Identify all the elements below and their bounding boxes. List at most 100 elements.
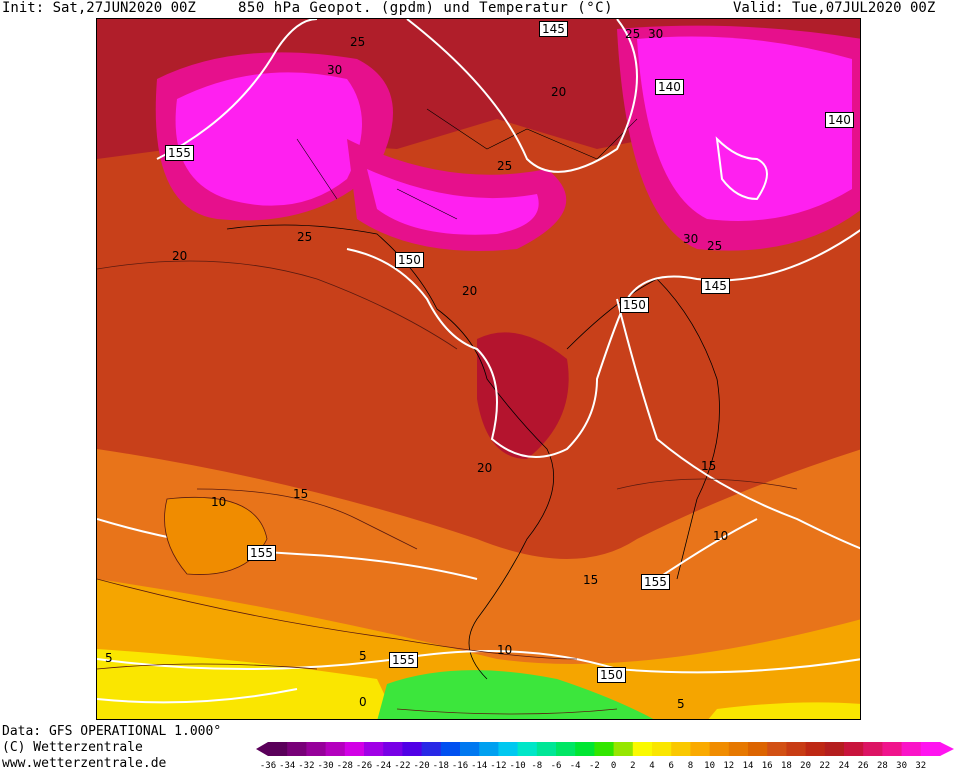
temperature-label: 5 bbox=[359, 649, 367, 663]
legend-tick-label: 6 bbox=[668, 761, 673, 770]
temperature-label: 25 bbox=[625, 27, 641, 41]
geopotential-label: 155 bbox=[247, 545, 276, 561]
legend-swatch bbox=[498, 742, 519, 756]
geopotential-label: 150 bbox=[395, 252, 424, 268]
legend-tick-label: 10 bbox=[704, 761, 715, 770]
legend-swatch bbox=[594, 742, 615, 756]
legend-tick-label: 24 bbox=[839, 761, 850, 770]
geopotential-label: 145 bbox=[539, 21, 568, 37]
legend-tick-label: -12 bbox=[490, 761, 506, 770]
legend-swatch bbox=[632, 742, 653, 756]
legend-tick-label: -22 bbox=[394, 761, 410, 770]
geopotential-contour-east bbox=[616, 298, 860, 550]
temperature-label: 30 bbox=[648, 27, 664, 41]
legend-swatch bbox=[690, 742, 711, 756]
valid-time: Valid: Tue,07JUL2020 00Z bbox=[733, 0, 936, 16]
legend-tick-label: -34 bbox=[279, 761, 295, 770]
legend-swatch bbox=[536, 742, 557, 756]
legend-tick-label: -4 bbox=[570, 761, 581, 770]
legend-swatch bbox=[805, 742, 826, 756]
legend-tick-label: -28 bbox=[337, 761, 353, 770]
temperature-label: 25 bbox=[707, 239, 723, 253]
legend-swatch bbox=[844, 742, 864, 756]
temperature-label: 30 bbox=[327, 63, 343, 77]
geopotential-label: 150 bbox=[620, 297, 649, 313]
legend-swatch bbox=[709, 742, 730, 756]
geopotential-label: 140 bbox=[825, 112, 854, 128]
legend-tick-label: 18 bbox=[781, 761, 792, 770]
legend-swatch bbox=[364, 742, 384, 756]
legend-swatch bbox=[882, 742, 903, 756]
legend-tick-label: 30 bbox=[896, 761, 907, 770]
temperature-label: 5 bbox=[105, 651, 113, 665]
legend-tick-label: 2 bbox=[630, 761, 635, 770]
data-source: Data: GFS OPERATIONAL 1.000° bbox=[2, 724, 222, 739]
temperature-label: 20 bbox=[551, 85, 567, 99]
temperature-label: 10 bbox=[497, 643, 513, 657]
legend-swatch bbox=[767, 742, 787, 756]
legend-swatch bbox=[383, 742, 403, 756]
geopotential-contour bbox=[156, 19, 318, 160]
legend-tick-label: -24 bbox=[375, 761, 391, 770]
temperature-label: 15 bbox=[701, 459, 717, 473]
temp-field-cold-east bbox=[708, 702, 860, 719]
temperature-label: 15 bbox=[583, 573, 599, 587]
geopotential-label: 145 bbox=[701, 278, 730, 294]
legend-tick-label: -18 bbox=[433, 761, 449, 770]
legend-swatch bbox=[671, 742, 691, 756]
temperature-label: 10 bbox=[713, 529, 729, 543]
hot-core-east-inner bbox=[637, 36, 852, 221]
legend-swatch bbox=[613, 742, 634, 756]
legend-arrow-low bbox=[256, 742, 268, 756]
legend-tick-label: -8 bbox=[531, 761, 542, 770]
geopotential-label: 150 bbox=[597, 667, 626, 683]
hot-core-west-inner bbox=[175, 72, 362, 206]
map-canvas bbox=[97, 19, 860, 719]
legend-arrow-high bbox=[940, 742, 954, 756]
legend-tick-label: 22 bbox=[819, 761, 830, 770]
temperature-label: 30 bbox=[683, 232, 699, 246]
legend-tick-label: -30 bbox=[317, 761, 333, 770]
temperature-label: 20 bbox=[462, 284, 478, 298]
geopotential-contour-145 bbox=[406, 19, 638, 173]
legend-tick-label: -6 bbox=[551, 761, 562, 770]
geopotential-label: 155 bbox=[389, 652, 418, 668]
legend-tick-label: 8 bbox=[688, 761, 693, 770]
geopotential-contour-low bbox=[715, 136, 768, 201]
legend-swatch bbox=[344, 742, 365, 756]
legend-swatch bbox=[287, 742, 307, 756]
legend-tick-label: 32 bbox=[915, 761, 926, 770]
legend-tick-label: 14 bbox=[743, 761, 754, 770]
legend-swatch bbox=[460, 742, 480, 756]
legend-swatch bbox=[517, 742, 538, 756]
legend-tick-label: 26 bbox=[858, 761, 869, 770]
legend-swatch bbox=[440, 742, 461, 756]
temperature-label: 5 bbox=[677, 697, 685, 711]
temperature-label: 20 bbox=[172, 249, 188, 263]
geopotential-label: 140 bbox=[655, 79, 684, 95]
legend-tick-label: -16 bbox=[452, 761, 468, 770]
legend-tick-label: 16 bbox=[762, 761, 773, 770]
legend-swatch bbox=[920, 742, 941, 756]
legend-swatch bbox=[556, 742, 576, 756]
legend-tick-label: -26 bbox=[356, 761, 372, 770]
copyright: (C) Wetterzentrale bbox=[2, 740, 143, 755]
legend-tick-label: 28 bbox=[877, 761, 888, 770]
warm-region-south-central bbox=[477, 332, 569, 459]
legend-swatch bbox=[306, 742, 327, 756]
temperature-label: 20 bbox=[477, 461, 493, 475]
isotherm-10-loop bbox=[164, 496, 268, 575]
legend-swatch bbox=[728, 742, 749, 756]
isotherms bbox=[97, 260, 798, 715]
legend-swatch bbox=[325, 742, 346, 756]
legend-tick-label: -2 bbox=[589, 761, 600, 770]
temperature-label: 0 bbox=[359, 695, 367, 709]
geopotential-contour-150-sw bbox=[97, 688, 298, 704]
legend-swatch bbox=[479, 742, 499, 756]
legend-tick-label: 4 bbox=[649, 761, 654, 770]
legend-swatch bbox=[786, 742, 807, 756]
website-url: www.wetterzentrale.de bbox=[2, 756, 167, 771]
legend-swatch bbox=[863, 742, 883, 756]
legend-tick-label: -36 bbox=[260, 761, 276, 770]
legend-tick-label: -14 bbox=[471, 761, 487, 770]
